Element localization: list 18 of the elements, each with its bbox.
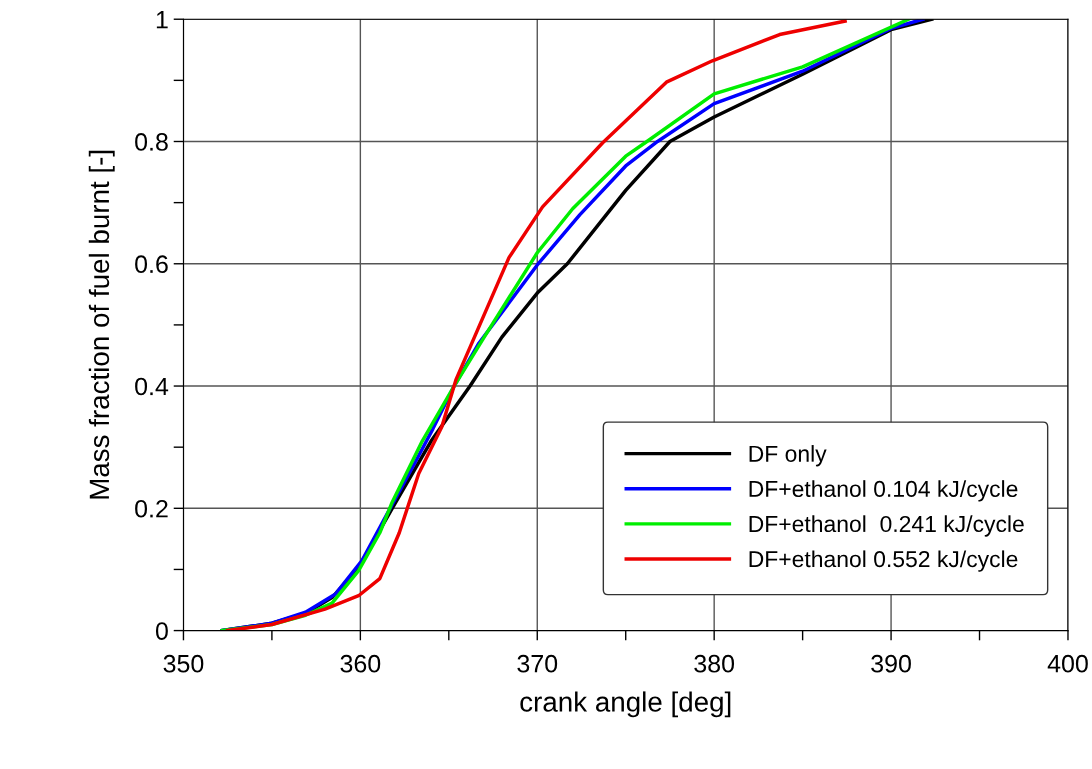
x-tick-label: 390 bbox=[871, 654, 911, 673]
y-tick-label: 0.2 bbox=[135, 499, 168, 518]
y-axis-title: Mass fraction of fuel burnt [-] bbox=[88, 150, 115, 499]
y-tick-label: 1 bbox=[156, 11, 168, 29]
legend-label: DF only bbox=[749, 445, 827, 467]
y-tick-label: 0.6 bbox=[135, 255, 168, 274]
x-tick-label: 350 bbox=[163, 654, 204, 673]
y-tick-label: 0 bbox=[155, 622, 168, 640]
x-tick-label: 400 bbox=[1047, 654, 1088, 673]
x-tick-label: 380 bbox=[694, 654, 735, 673]
legend-label: DF+ethanol 0.552 kJ/cycle bbox=[749, 550, 1018, 572]
legend-label: DF+ethanol 0.104 kJ/cycle bbox=[749, 480, 1018, 502]
x-tick-label: 360 bbox=[340, 654, 381, 673]
y-tick-label: 0.8 bbox=[135, 133, 168, 151]
legend-label: DF+ethanol 0.241 kJ/cycle bbox=[749, 515, 1024, 537]
y-tick-label: 0.4 bbox=[135, 377, 169, 396]
x-axis-title: crank angle [deg] bbox=[520, 691, 731, 718]
x-tick-label: 370 bbox=[517, 654, 558, 673]
